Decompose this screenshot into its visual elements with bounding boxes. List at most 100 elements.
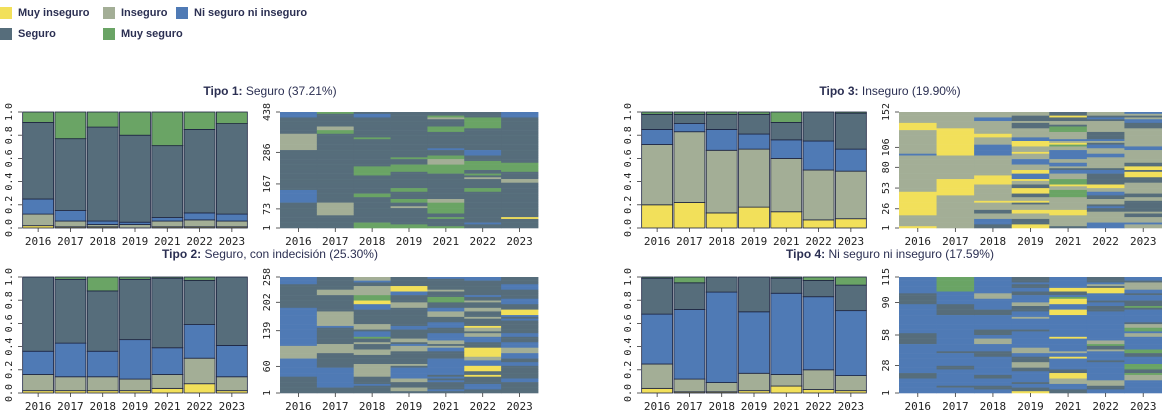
sequence-cell [899,287,937,290]
sequence-cell [1086,324,1125,327]
sequence-cell [390,311,428,314]
sequence-cell [464,202,502,205]
sequence-cell [464,315,502,318]
bar-segment [641,313,674,365]
y-tick-label: 0.8 [4,291,15,309]
sequence-cell [353,184,391,187]
sequence-cell [390,126,428,129]
sequence-cell [1086,188,1125,191]
sequence-cell [464,121,502,124]
sequence-cell [390,135,428,138]
sequence-cell [1011,117,1050,120]
sequence-cell [316,286,355,289]
sequence-cell [390,385,428,388]
sequence-cell [316,371,355,374]
sequence-cell [1011,353,1050,356]
sequence-cell [936,162,975,165]
sequence-cell [1086,224,1125,227]
sequence-cell [501,380,539,383]
sequence-cell [464,349,502,352]
sequence-cell [899,184,937,187]
sequence-cell [1124,382,1162,385]
sequence-cell [1124,135,1162,138]
sequence-cell [353,280,391,283]
sequence-cell [427,224,465,227]
sequence-cell [1049,277,1088,280]
sequence-cell [390,189,428,193]
sequence-cell [1086,347,1125,350]
sequence-cell [353,208,391,211]
sequence-cell [899,313,937,316]
sequence-cell [390,226,428,229]
sequence-cell [316,195,355,198]
sequence-cell [899,351,937,354]
sequence-cell [464,208,502,211]
sequence-cell [1086,322,1125,325]
sequence-cell [427,184,465,187]
x-tick-label: 2021 [433,235,460,248]
sequence-cell [1049,374,1088,377]
bar-segment [705,113,738,130]
sequence-cell [427,304,465,307]
sequence-cell [427,168,465,171]
sequence-cell [1086,133,1125,136]
sequence-cell [974,208,1013,211]
sequence-cell [1049,126,1088,129]
sequence-cell [353,311,391,314]
sequence-cell [1124,162,1162,165]
sequence-cell [501,354,539,358]
x-tick-label: 2023 [1130,400,1157,413]
sequence-cell [974,374,1013,377]
sequence-cell [316,282,355,285]
x-tick-label: 2017 [57,400,84,413]
sequence-cell [280,349,318,352]
sequence-cell [501,171,539,174]
sequence-cell [974,202,1013,205]
sequence-cell [501,199,539,202]
sequence-cell [427,353,465,356]
sequence-cell [1011,141,1050,144]
sequence-cell [464,206,502,209]
sequence-cell [1124,280,1162,283]
bar-segment [151,276,184,279]
sequence-cell [1049,211,1088,214]
sequence-cell [427,362,465,365]
sequence-cell [936,186,975,189]
bar-segment [183,383,216,394]
sequence-cell [280,222,318,225]
sequence-cell [899,364,937,367]
sequence-cell [464,195,502,198]
sequence-cell [427,302,465,305]
sequence-cell [501,291,539,294]
sequence-cell [899,311,937,314]
sequence-cell [1086,177,1125,180]
bar-segment [22,374,55,392]
sequence-cell [1086,182,1125,185]
sequence-cell [353,122,391,125]
sequence-cell [501,298,539,301]
sequence-cell [974,204,1013,207]
sequence-cell [1124,224,1162,227]
bar-segment [54,210,87,222]
sequence-cell [899,141,937,144]
sequence-cell [1011,137,1050,140]
sequence-cell [1011,356,1050,359]
sequence-cell [464,360,502,363]
bar-segment [86,276,119,292]
sequence-cell [316,217,355,220]
sequence-cell [464,122,502,125]
sequence-cell [427,333,465,336]
sequence-cell [464,119,502,122]
sequence-cell [1086,342,1125,345]
sequence-cell [1086,204,1125,207]
sequence-cell [390,329,428,332]
sequence-cell [1124,358,1162,361]
sequence-cell [899,295,937,298]
sequence-cell [1124,302,1162,305]
sequence-cell [390,180,428,183]
sequence-cell [280,291,318,294]
sequence-cell [390,113,428,116]
sequence-cell [316,324,355,327]
bar-segment [151,217,184,222]
sequence-cell [316,367,355,370]
